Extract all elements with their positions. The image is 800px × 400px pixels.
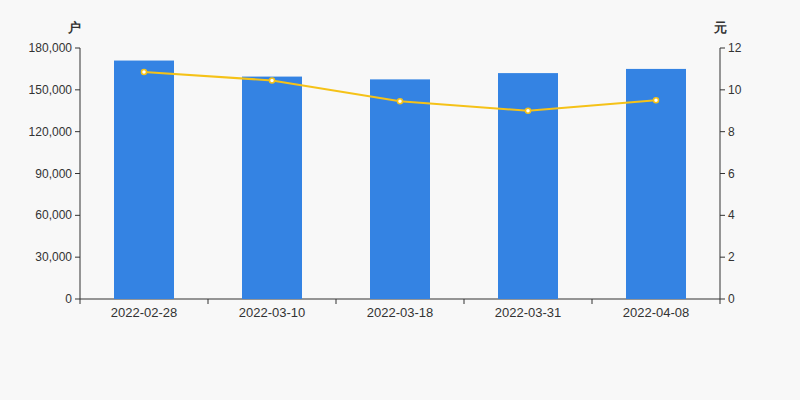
x-tick-label: 2022-02-28 bbox=[111, 305, 178, 320]
y-tick-label: 0 bbox=[65, 292, 72, 306]
y2-tick bbox=[720, 257, 725, 258]
x-tick bbox=[80, 299, 81, 304]
bar bbox=[370, 79, 430, 299]
y-tick bbox=[75, 215, 80, 216]
x-tick bbox=[592, 299, 593, 304]
bar bbox=[626, 69, 686, 299]
plot-marks bbox=[114, 61, 686, 299]
y2-tick-label: 8 bbox=[728, 125, 735, 139]
line-marker bbox=[526, 108, 531, 113]
y2-tick-label: 12 bbox=[728, 41, 742, 55]
y-tick-label: 120,000 bbox=[29, 125, 73, 139]
y2-tick-label: 2 bbox=[728, 250, 735, 264]
x-tick bbox=[208, 299, 209, 304]
background bbox=[0, 0, 800, 400]
y-tick-label: 150,000 bbox=[29, 83, 73, 97]
bar bbox=[114, 61, 174, 299]
y2-tick bbox=[720, 299, 725, 300]
bar bbox=[242, 77, 302, 299]
y2-tick bbox=[720, 89, 725, 90]
y-tick bbox=[75, 257, 80, 258]
y2-tick-label: 0 bbox=[728, 292, 735, 306]
y2-tick-label: 6 bbox=[728, 167, 735, 181]
line-marker bbox=[398, 99, 403, 104]
y-axis-label: 户 bbox=[67, 20, 81, 35]
y-tick bbox=[75, 48, 80, 49]
y-tick bbox=[75, 299, 80, 300]
line-marker bbox=[142, 70, 147, 75]
y2-tick-label: 4 bbox=[728, 208, 735, 222]
y-tick-label: 90,000 bbox=[35, 167, 72, 181]
y2-tick bbox=[720, 131, 725, 132]
line-marker bbox=[270, 78, 275, 83]
x-tick-label: 2022-03-31 bbox=[495, 305, 562, 320]
y-tick-label: 60,000 bbox=[35, 208, 72, 222]
y-tick-label: 30,000 bbox=[35, 250, 72, 264]
y2-tick bbox=[720, 48, 725, 49]
y2-tick-label: 10 bbox=[728, 83, 742, 97]
line bbox=[144, 72, 656, 111]
x-tick-label: 2022-04-08 bbox=[623, 305, 690, 320]
y-tick-label: 180,000 bbox=[29, 41, 73, 55]
x-tick bbox=[336, 299, 337, 304]
y2-tick bbox=[720, 173, 725, 174]
x-tick bbox=[720, 299, 721, 304]
x-tick-label: 2022-03-18 bbox=[367, 305, 434, 320]
y-tick bbox=[75, 89, 80, 90]
x-tick bbox=[464, 299, 465, 304]
y-tick bbox=[75, 173, 80, 174]
bar bbox=[498, 73, 558, 299]
y2-axis-label: 元 bbox=[713, 20, 727, 35]
line-marker bbox=[654, 98, 659, 103]
x-tick-label: 2022-03-10 bbox=[239, 305, 306, 320]
y-tick bbox=[75, 131, 80, 132]
chart: 0 30,000 60,000 90,000 120,000 150,000 180,000… bbox=[0, 0, 800, 400]
y2-tick bbox=[720, 215, 725, 216]
